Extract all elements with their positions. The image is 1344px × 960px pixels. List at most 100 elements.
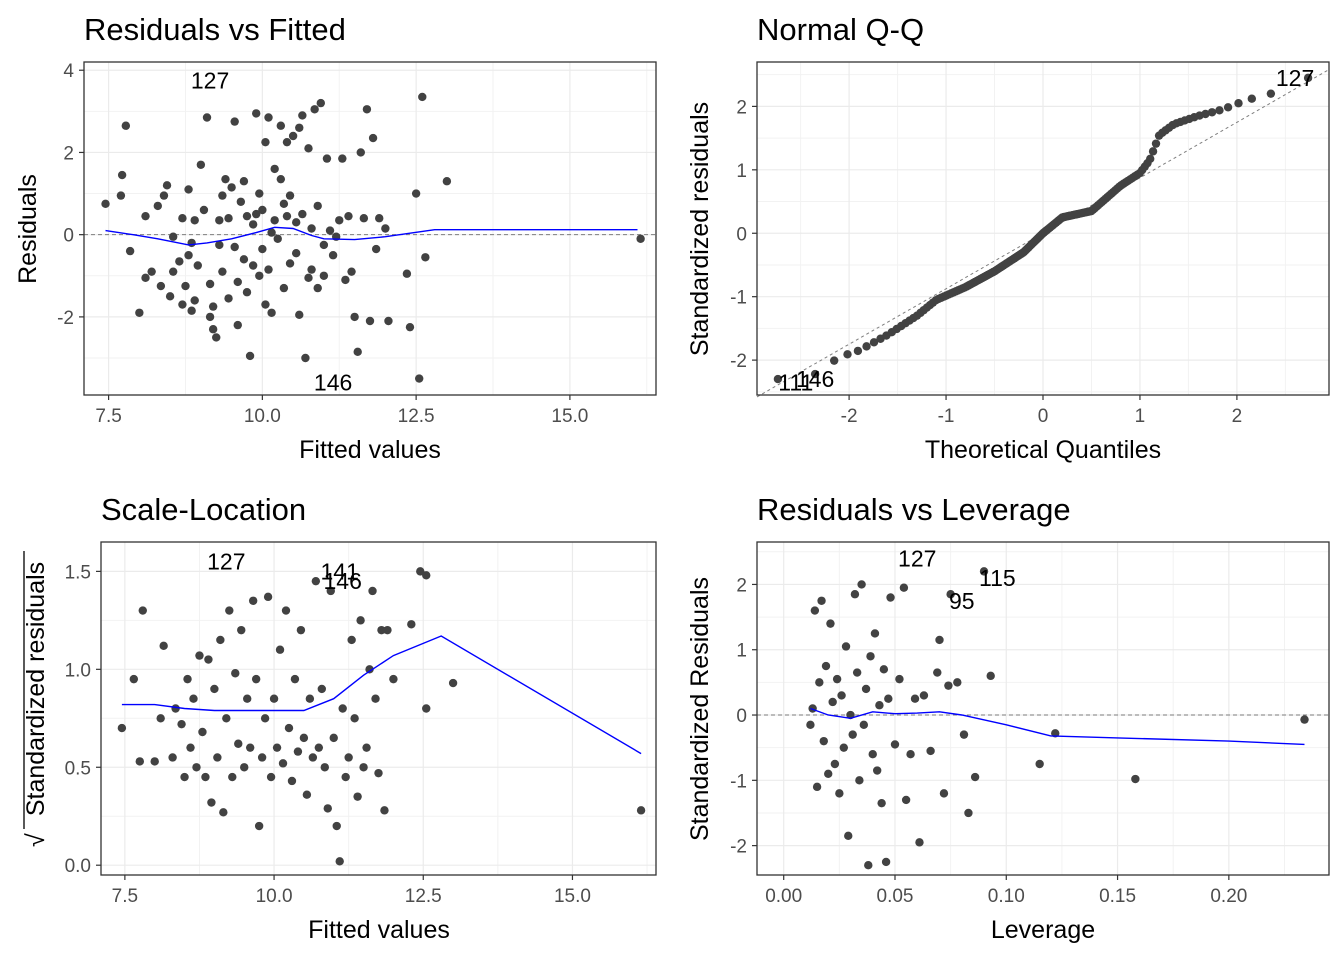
data-point	[319, 240, 329, 250]
data-point	[944, 681, 953, 690]
data-point	[242, 211, 252, 221]
data-point	[285, 259, 295, 268]
data-point	[855, 776, 864, 785]
data-point	[844, 831, 853, 841]
data-point	[230, 242, 239, 252]
data-point	[1131, 774, 1140, 784]
y-tick-label: 1	[736, 641, 747, 662]
data-point	[448, 678, 458, 688]
data-point	[422, 704, 431, 713]
y-axis-label: Standardized Residuals	[686, 577, 714, 841]
y-tick-label: 0.5	[65, 758, 91, 779]
data-point	[1035, 759, 1044, 769]
data-point	[869, 338, 879, 347]
data-point	[830, 759, 840, 769]
data-point	[216, 635, 225, 645]
data-point	[861, 684, 871, 694]
data-point	[362, 743, 371, 752]
data-point	[810, 369, 820, 379]
data-point	[381, 224, 390, 233]
data-point	[1303, 73, 1313, 83]
data-point	[365, 316, 375, 326]
data-point	[239, 177, 249, 186]
data-point	[338, 704, 347, 713]
data-point	[422, 571, 431, 580]
panel-title: Residuals vs Fitted	[84, 12, 346, 47]
data-point	[317, 684, 327, 694]
y-tick-label: 4	[63, 61, 74, 82]
data-point	[101, 199, 110, 209]
data-point	[233, 320, 242, 330]
data-point	[215, 216, 224, 225]
data-point	[808, 704, 817, 713]
data-point	[296, 625, 306, 635]
x-tick-label: 0.05	[877, 886, 914, 907]
y-tick-label: -1	[730, 771, 747, 792]
data-point	[320, 763, 329, 772]
data-point	[224, 214, 233, 223]
data-point	[933, 668, 942, 677]
data-point	[165, 292, 175, 301]
data-point	[850, 590, 860, 599]
data-point	[219, 808, 228, 817]
data-point	[864, 861, 873, 870]
data-point	[199, 205, 209, 215]
data-point	[180, 772, 189, 782]
data-point	[986, 671, 995, 681]
data-point	[371, 244, 381, 254]
y-tick-label: 0	[736, 224, 747, 245]
data-point	[282, 211, 292, 221]
data-point	[187, 306, 196, 315]
data-point	[853, 346, 863, 356]
data-point	[953, 678, 962, 687]
data-point	[338, 154, 347, 163]
y-tick-label: -2	[730, 837, 747, 858]
data-point	[225, 606, 234, 615]
data-point	[362, 105, 372, 114]
data-point	[212, 333, 221, 342]
y-tick-label: 0.0	[65, 856, 91, 877]
data-point	[881, 857, 891, 867]
data-point	[269, 694, 279, 703]
data-point	[276, 174, 286, 184]
data-point	[832, 674, 842, 684]
data-point	[168, 267, 178, 276]
data-point	[839, 743, 849, 752]
data-point	[204, 655, 213, 664]
data-point	[202, 113, 212, 122]
data-point	[168, 753, 177, 762]
data-point	[852, 668, 862, 677]
data-point	[285, 191, 295, 200]
data-point	[125, 246, 135, 256]
point-label: 111	[778, 369, 813, 395]
data-point	[308, 753, 318, 762]
data-point	[210, 684, 219, 694]
data-point	[230, 117, 239, 126]
x-tick-label: 7.5	[95, 406, 121, 427]
plot-border	[100, 541, 657, 876]
smoother-line	[105, 226, 638, 246]
smoother-line	[810, 707, 1305, 746]
data-point	[843, 350, 852, 359]
data-point	[190, 216, 199, 225]
data-point	[298, 111, 307, 120]
plot-border	[83, 61, 657, 396]
x-axis-label: Theoretical Quantiles	[925, 436, 1161, 464]
data-point	[848, 730, 857, 739]
data-point	[252, 109, 261, 118]
data-point	[231, 669, 240, 678]
data-point	[964, 808, 973, 818]
data-point	[248, 220, 258, 229]
data-point	[374, 768, 383, 778]
y-tick-label: -2	[57, 308, 74, 329]
data-point	[168, 232, 178, 241]
data-point	[117, 723, 127, 733]
data-point	[365, 665, 374, 674]
data-point	[841, 642, 851, 651]
data-point	[260, 714, 270, 723]
point-label: 127	[191, 68, 229, 94]
data-point	[901, 795, 911, 805]
data-point	[314, 743, 324, 752]
data-point	[416, 567, 425, 576]
